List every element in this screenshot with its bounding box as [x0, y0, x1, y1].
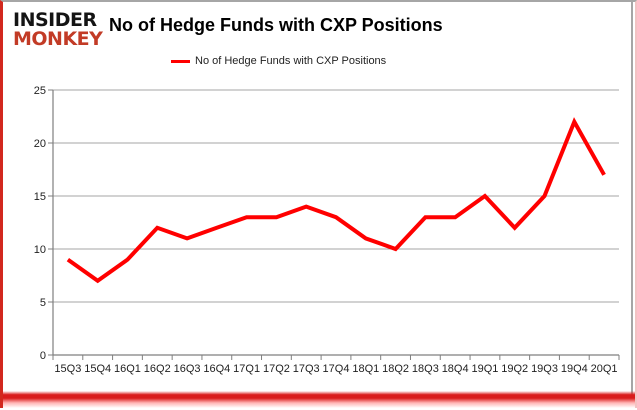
- x-tick-label: 15Q4: [84, 363, 111, 375]
- x-tick-label: 16Q2: [144, 363, 171, 375]
- chart-title: No of Hedge Funds with CXP Positions: [109, 15, 443, 35]
- x-tick-label: 18Q2: [382, 363, 409, 375]
- x-tick-label: 19Q3: [531, 363, 558, 375]
- x-tick-label: 18Q3: [412, 363, 439, 375]
- x-tick-label: 17Q4: [323, 363, 350, 375]
- legend: No of Hedge Funds with CXP Positions: [171, 55, 386, 67]
- x-tick-label: 18Q1: [352, 363, 379, 375]
- logo-text-insider: INSIDER: [13, 9, 97, 31]
- x-tick-label: 18Q4: [442, 363, 469, 375]
- legend-line-swatch: [171, 59, 190, 63]
- y-tick-label: 10: [34, 244, 46, 256]
- x-tick-label: 19Q4: [561, 363, 588, 375]
- frame-bottom-border: [3, 391, 635, 408]
- logo-text-monkey: MONKEY: [13, 28, 103, 50]
- y-tick-label: 25: [34, 85, 46, 97]
- insider-monkey-logo: INSIDER MONKEY: [13, 9, 103, 50]
- x-tick-label: 17Q1: [233, 363, 260, 375]
- series-line: [66, 117, 606, 284]
- y-tick-label: 15: [34, 191, 46, 203]
- y-tick-label: 5: [40, 297, 46, 309]
- y-tick-label: 20: [34, 138, 46, 150]
- x-tick-label: 19Q2: [501, 363, 528, 375]
- x-tick-label: 19Q1: [471, 363, 498, 375]
- x-tick-label: 16Q3: [174, 363, 201, 375]
- x-tick-label: 16Q4: [203, 363, 230, 375]
- x-tick-label: 20Q1: [591, 363, 618, 375]
- x-tick-label: 16Q1: [114, 363, 141, 375]
- x-tick-label: 15Q3: [54, 363, 81, 375]
- frame-right-border: [631, 2, 633, 398]
- x-tick-label: 17Q3: [293, 363, 320, 375]
- legend-label: No of Hedge Funds with CXP Positions: [195, 55, 387, 67]
- x-tick-label: 17Q2: [263, 363, 290, 375]
- y-tick-label: 0: [40, 350, 46, 362]
